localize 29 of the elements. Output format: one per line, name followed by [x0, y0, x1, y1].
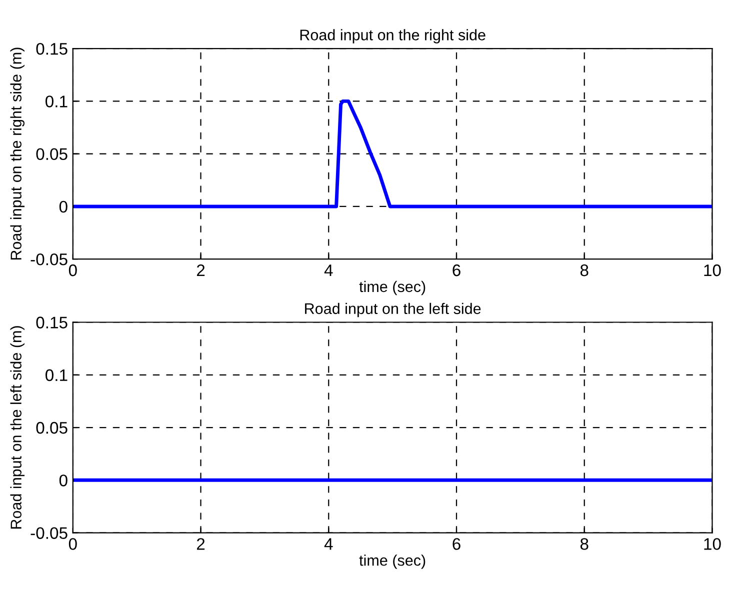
y-tick-label: 0	[59, 200, 68, 213]
y-axis-title: Road input on the left side (m)	[10, 326, 24, 529]
line-series	[72, 99, 712, 208]
chart-title: Road input on the right side	[300, 29, 486, 44]
y-tick-label: -0.05	[30, 253, 68, 266]
x-axis-title: time (sec)	[359, 280, 426, 296]
x-tick-label: 8	[580, 264, 588, 276]
y-axis-title: Road input on the right side (m)	[10, 48, 24, 260]
x-tick-label: 0	[68, 538, 77, 550]
x-tick-label: 2	[196, 538, 205, 550]
y-tick-label: 0.05	[36, 148, 68, 160]
x-tick-label: 8	[580, 538, 588, 550]
x-tick-label: 4	[324, 538, 333, 550]
x-tick-label: 10	[704, 264, 721, 276]
y-tick-label: 0.15	[36, 316, 68, 328]
x-tick-label: 0	[68, 264, 77, 276]
x-axis-title: time (sec)	[359, 554, 426, 569]
x-tick-label: 6	[452, 538, 460, 550]
x-tick-label: 6	[452, 264, 460, 276]
y-tick-label: 0.15	[36, 42, 68, 55]
y-tick-label: 0	[59, 474, 68, 486]
x-tick-label: 10	[704, 538, 721, 550]
x-tick-label: 4	[324, 264, 333, 276]
x-tick-label: 2	[196, 264, 205, 276]
chart-title: Road input on the left side	[305, 302, 481, 318]
y-tick-label: -0.05	[30, 527, 68, 540]
y-tick-label: 0.05	[36, 422, 68, 434]
y-tick-label: 0.1	[46, 369, 68, 382]
y-tick-label: 0.1	[46, 96, 68, 108]
